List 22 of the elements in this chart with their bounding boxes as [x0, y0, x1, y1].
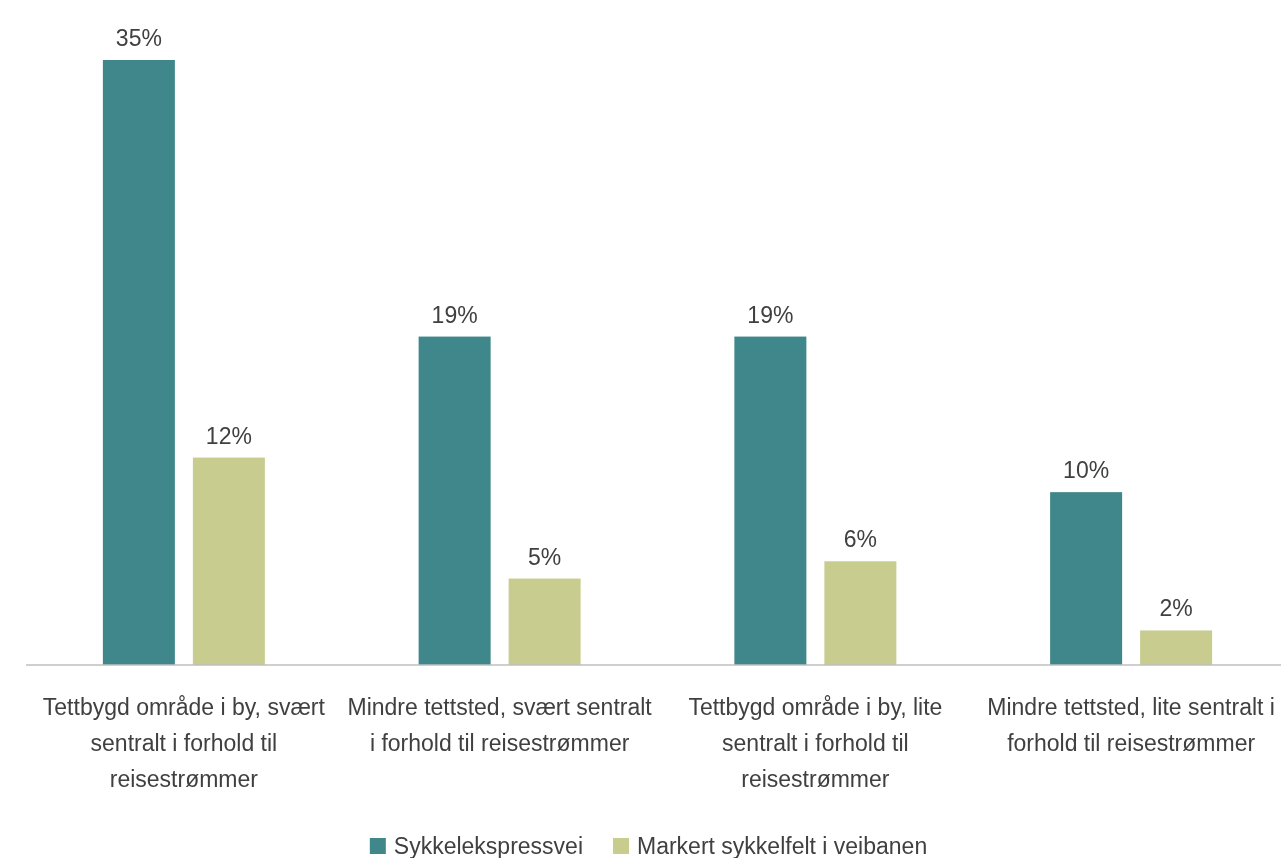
data-label: 19%	[431, 301, 478, 328]
bar	[102, 60, 175, 665]
bar	[192, 457, 265, 665]
data-label: 19%	[747, 301, 794, 328]
data-label: 2%	[1159, 595, 1193, 622]
data-label: 12%	[205, 422, 252, 449]
bar	[1050, 492, 1123, 665]
x-tick-label: Mindre tettsted, svært sentralt i forhold til reisestrømmer	[347, 694, 653, 756]
x-tick-label: Mindre tettsted, lite sentralt i forhold til reisestrømmer	[987, 694, 1275, 756]
bar	[824, 561, 897, 665]
data-label: 6%	[843, 526, 877, 553]
data-label: 10%	[1063, 457, 1110, 484]
x-tick-label: Tettbygd område i by, lite sentralt i forhold til reisestrømmer	[688, 694, 943, 792]
bar	[508, 578, 581, 665]
bar	[1140, 630, 1213, 665]
legend-label: Sykkelekspressvei	[393, 833, 584, 858]
data-label: 35%	[115, 25, 162, 51]
bar	[418, 336, 491, 665]
bar	[734, 336, 807, 665]
x-tick-label: Tettbygd område i by, svært sentralt i forhold til reisestrømmer	[42, 694, 326, 792]
data-label: 5%	[528, 543, 562, 570]
legend-label: Markert sykkelfelt i veibanen	[637, 833, 928, 858]
